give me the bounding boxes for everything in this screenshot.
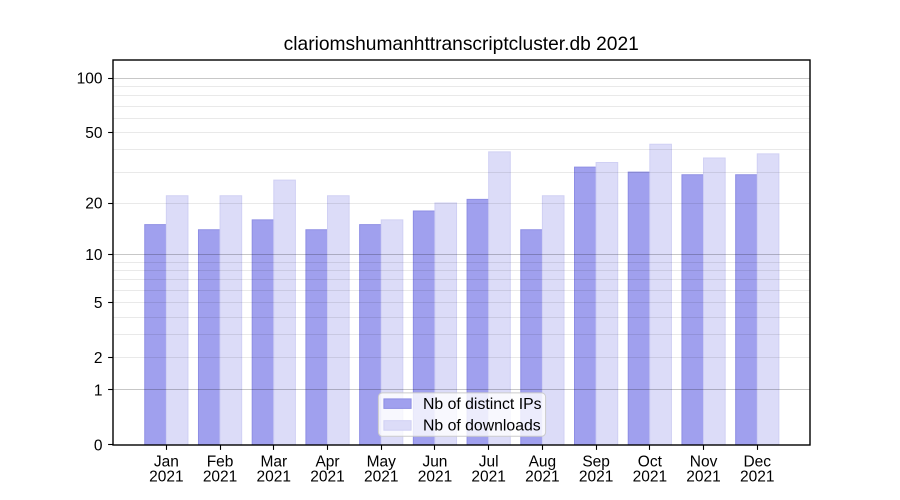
- svg-text:Jun: Jun: [422, 453, 447, 470]
- svg-text:Sep: Sep: [582, 453, 610, 470]
- svg-text:5: 5: [94, 295, 103, 312]
- svg-text:2021: 2021: [471, 468, 505, 485]
- svg-text:2021: 2021: [149, 468, 183, 485]
- svg-text:50: 50: [85, 125, 103, 142]
- svg-text:Feb: Feb: [207, 453, 234, 470]
- svg-text:2021: 2021: [686, 468, 720, 485]
- svg-text:2021: 2021: [525, 468, 559, 485]
- svg-text:Apr: Apr: [315, 453, 339, 470]
- svg-text:2021: 2021: [740, 468, 774, 485]
- svg-text:2: 2: [94, 350, 103, 367]
- svg-text:20: 20: [85, 195, 103, 212]
- svg-text:Nov: Nov: [690, 453, 718, 470]
- svg-text:May: May: [367, 453, 397, 470]
- svg-text:100: 100: [77, 71, 103, 88]
- svg-text:Jul: Jul: [479, 453, 499, 470]
- svg-text:Dec: Dec: [743, 453, 771, 470]
- svg-text:Nb of distinct IPs: Nb of distinct IPs: [423, 396, 542, 413]
- svg-text:Aug: Aug: [529, 453, 557, 470]
- svg-text:2021: 2021: [418, 468, 452, 485]
- svg-text:2021: 2021: [633, 468, 667, 485]
- svg-text:Mar: Mar: [260, 453, 287, 470]
- svg-text:1: 1: [94, 382, 103, 399]
- svg-text:2021: 2021: [579, 468, 613, 485]
- svg-text:Nb of downloads: Nb of downloads: [423, 417, 541, 434]
- svg-text:2021: 2021: [257, 468, 291, 485]
- svg-text:Oct: Oct: [638, 453, 663, 470]
- svg-text:2021: 2021: [310, 468, 344, 485]
- svg-text:10: 10: [85, 247, 103, 264]
- svg-text:clariomshumanhttranscriptclust: clariomshumanhttranscriptcluster.db 2021: [284, 34, 639, 55]
- svg-text:0: 0: [94, 437, 103, 454]
- svg-text:2021: 2021: [203, 468, 237, 485]
- svg-text:Jan: Jan: [154, 453, 179, 470]
- svg-text:2021: 2021: [364, 468, 398, 485]
